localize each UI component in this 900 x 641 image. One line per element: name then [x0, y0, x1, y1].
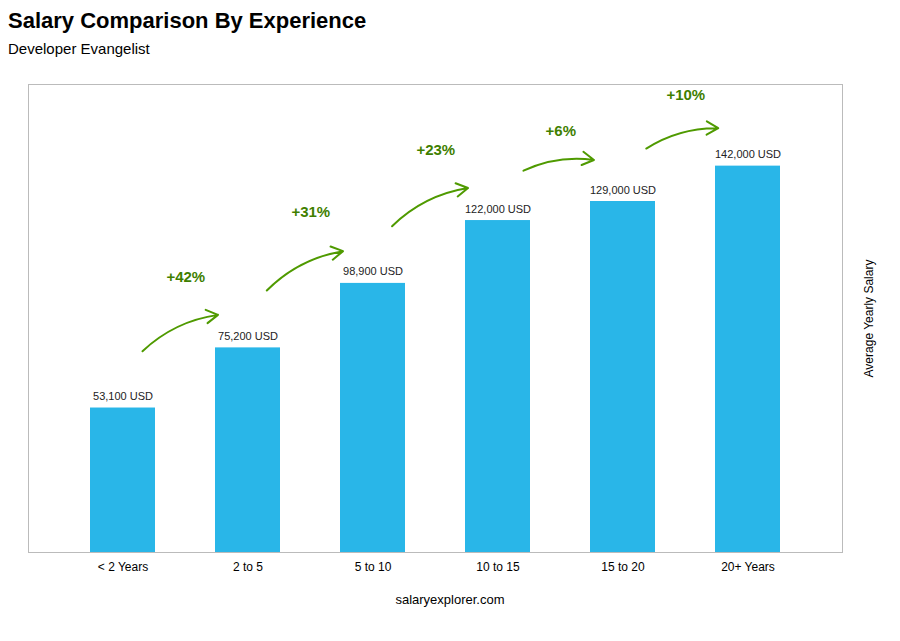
svg-text:122,000 USD: 122,000 USD — [465, 203, 531, 215]
svg-text:+23%: +23% — [416, 141, 455, 158]
svg-text:+6%: +6% — [546, 122, 576, 139]
svg-text:15 to 20: 15 to 20 — [601, 560, 645, 574]
svg-text:+31%: +31% — [291, 203, 330, 220]
html-text:Salary Comparison By Experienc: Salary Comparison By Experience — [8, 8, 367, 33]
svg-text:2 to 5: 2 to 5 — [233, 560, 263, 574]
svg-text:142,000 USD: 142,000 USD — [715, 148, 781, 160]
svg-text:5 to 10: 5 to 10 — [355, 560, 392, 574]
svg-text:98,900 USD: 98,900 USD — [343, 265, 403, 277]
svg-text:75,200 USD: 75,200 USD — [218, 330, 278, 342]
svg-text:< 2 Years: < 2 Years — [98, 560, 148, 574]
svg-text:53,100 USD: 53,100 USD — [93, 390, 153, 402]
svg-text:129,000 USD: 129,000 USD — [590, 184, 656, 196]
svg-text:+10%: +10% — [666, 86, 705, 103]
html-text:salaryexplorer.com: salaryexplorer.com — [395, 592, 505, 607]
svg-text:+42%: +42% — [166, 268, 205, 285]
svg-text:Average Yearly Salary: Average Yearly Salary — [862, 260, 876, 378]
svg-text:10 to 15: 10 to 15 — [476, 560, 520, 574]
svg-text:20+ Years: 20+ Years — [721, 560, 775, 574]
html-text:Developer Evangelist: Developer Evangelist — [8, 40, 150, 57]
